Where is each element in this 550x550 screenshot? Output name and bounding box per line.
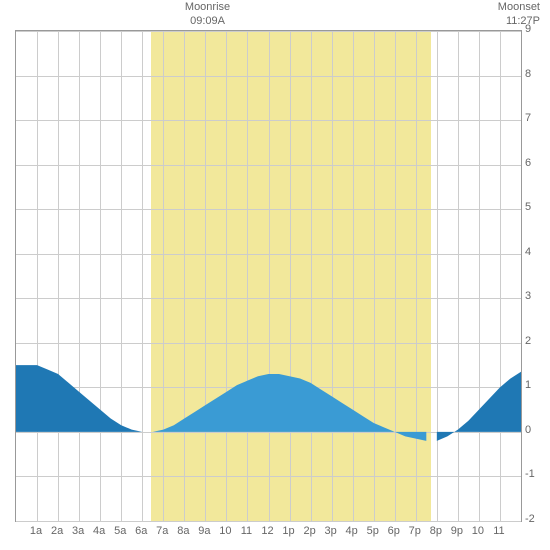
x-tick-label: 4p xyxy=(342,525,362,537)
x-tick-label: 9a xyxy=(194,525,214,537)
tide-night-am xyxy=(16,365,142,432)
x-tick-label: 1a xyxy=(26,525,46,537)
x-tick-label: 6a xyxy=(131,525,151,537)
x-tick-label: 7p xyxy=(405,525,425,537)
y-tick-label: 0 xyxy=(525,424,531,436)
moonrise-label: Moonrise 09:09A xyxy=(178,0,238,29)
x-tick-label: 11 xyxy=(489,525,509,537)
y-tick-label: 6 xyxy=(525,157,531,169)
moonset-time: 11:27P xyxy=(506,15,540,27)
y-tick-label: 8 xyxy=(525,68,531,80)
x-tick-label: 2p xyxy=(300,525,320,537)
x-tick-label: 8a xyxy=(173,525,193,537)
y-tick-label: 3 xyxy=(525,290,531,302)
x-tick-label: 6p xyxy=(384,525,404,537)
grid-h xyxy=(16,521,521,522)
y-tick-label: 4 xyxy=(525,246,531,258)
x-tick-label: 3a xyxy=(68,525,88,537)
y-tick-label: 2 xyxy=(525,335,531,347)
x-tick-label: 10 xyxy=(468,525,488,537)
x-tick-label: 2a xyxy=(47,525,67,537)
x-tick-label: 8p xyxy=(426,525,446,537)
x-tick-label: 5p xyxy=(363,525,383,537)
tide-chart: Moonrise 09:09A Moonset 11:27P -2-101234… xyxy=(0,0,550,550)
y-tick-label: 5 xyxy=(525,201,531,213)
x-tick-label: 4a xyxy=(89,525,109,537)
moonset-title: Moonset xyxy=(498,1,540,13)
x-tick-label: 9p xyxy=(447,525,467,537)
x-tick-label: 5a xyxy=(110,525,130,537)
moonrise-time: 09:09A xyxy=(190,15,225,27)
tide-night-pm xyxy=(437,372,521,441)
plot-area xyxy=(15,30,522,522)
tide-area xyxy=(16,31,521,521)
y-tick-label: 7 xyxy=(525,112,531,124)
x-tick-label: 1p xyxy=(279,525,299,537)
y-tick-label: -1 xyxy=(525,468,535,480)
moonrise-title: Moonrise xyxy=(185,1,230,13)
y-tick-label: 9 xyxy=(525,23,531,35)
x-tick-label: 10 xyxy=(215,525,235,537)
x-tick-label: 7a xyxy=(152,525,172,537)
y-tick-label: -2 xyxy=(525,513,535,525)
y-tick-label: 1 xyxy=(525,379,531,391)
tide-day xyxy=(153,374,427,441)
x-tick-label: 3p xyxy=(321,525,341,537)
x-tick-label: 12 xyxy=(258,525,278,537)
x-tick-label: 11 xyxy=(236,525,256,537)
